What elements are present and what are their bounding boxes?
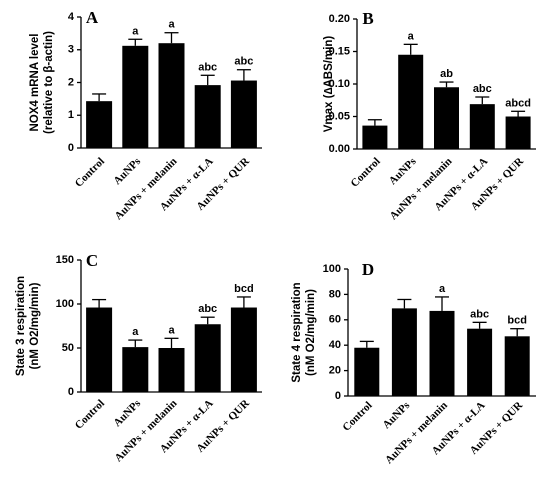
bar-1 xyxy=(362,125,388,149)
y-axis-label: NOX4 mRNA level xyxy=(29,34,41,132)
y-axis-label: (nM O2/mg/min) xyxy=(29,282,41,369)
bar-2 xyxy=(122,45,149,148)
x-category-label: AuNPs xyxy=(380,399,412,431)
significance-label: a xyxy=(439,283,446,295)
x-category-label: AuNPs + melanin xyxy=(112,397,179,464)
significance-label: a xyxy=(132,326,139,338)
significance-label: abc xyxy=(198,303,217,315)
significance-label: bcd xyxy=(507,315,527,327)
y-tick-label: 0.15 xyxy=(329,45,350,57)
y-tick-label: 100 xyxy=(323,263,341,275)
significance-label: a xyxy=(168,19,175,31)
significance-label: a xyxy=(168,324,175,336)
y-axis-label: (nM O2/mg/min) xyxy=(305,289,317,376)
y-tick-label: 80 xyxy=(329,288,341,300)
bar-4 xyxy=(194,85,221,148)
y-tick-label: 0 xyxy=(68,386,74,398)
x-category-label: Control xyxy=(349,155,383,189)
y-tick-label: 0.20 xyxy=(329,13,350,25)
bar-1 xyxy=(354,347,380,396)
x-category-label: AuNPs xyxy=(111,397,143,429)
y-axis-label: Vmax (∆ABS/min) xyxy=(323,36,335,133)
panel-letter: A xyxy=(86,8,99,27)
bar-5 xyxy=(230,80,257,148)
y-tick-label: 3 xyxy=(68,44,74,56)
x-category-label: Control xyxy=(73,155,107,189)
y-tick-label: 0.05 xyxy=(329,110,350,122)
chart-panel-c: C 0 50 100 150 State 3 respiration (nM O2/mg/m… xyxy=(15,251,262,464)
significance-label: bcd xyxy=(234,283,254,295)
significance-label: abc xyxy=(470,308,489,320)
x-category-label: AuNPs xyxy=(111,155,143,187)
y-axis-label: State 4 respiration xyxy=(291,282,303,382)
y-tick-label: 20 xyxy=(329,365,341,377)
y-tick-label: 0.10 xyxy=(329,78,350,90)
y-tick-label: 150 xyxy=(56,254,74,266)
y-tick-label: 0.00 xyxy=(329,143,350,155)
bar-3 xyxy=(429,310,455,396)
x-category-label: Control xyxy=(73,397,107,431)
y-tick-label: 0 xyxy=(68,142,74,154)
bar-1 xyxy=(86,307,113,392)
bar-3 xyxy=(158,348,185,392)
bar-2 xyxy=(391,308,417,396)
y-axis-label: State 3 respiration xyxy=(15,276,27,376)
bar-5 xyxy=(230,307,257,392)
significance-label: abcd xyxy=(505,97,531,109)
bar-2 xyxy=(398,54,424,149)
y-tick-label: 2 xyxy=(68,76,74,88)
bar-2 xyxy=(122,347,149,392)
y-tick-label: 60 xyxy=(329,314,341,326)
y-tick-label: 1 xyxy=(68,109,74,121)
x-category-label: AuNPs + melanin xyxy=(387,155,454,222)
y-tick-label: 40 xyxy=(329,339,341,351)
y-tick-label: 4 xyxy=(68,11,75,23)
significance-label: ab xyxy=(440,68,453,80)
y-tick-label: 0 xyxy=(335,390,341,402)
bar-1 xyxy=(86,101,113,148)
significance-label: abc xyxy=(473,83,492,95)
x-category-label: Control xyxy=(340,399,374,433)
bar-3 xyxy=(158,43,185,149)
panel-letter: B xyxy=(362,9,373,28)
bar-4 xyxy=(467,328,493,396)
significance-label: a xyxy=(408,30,415,42)
panel-letter: C xyxy=(86,251,98,270)
significance-label: abc xyxy=(234,56,253,68)
panel-letter: D xyxy=(362,260,374,279)
x-category-label: AuNPs + melanin xyxy=(112,155,179,222)
y-tick-label: 100 xyxy=(56,298,74,310)
chart-panel-d: D 0 20 40 60 80 100 State 4 respiration (nM O2/m… xyxy=(291,260,536,466)
chart-panel-a: A 0 1 2 3 4 NOX4 mRNA level (relative to β-acti… xyxy=(29,8,262,222)
bar-4 xyxy=(194,324,221,392)
x-category-label: AuNPs xyxy=(387,155,419,187)
bar-5 xyxy=(504,336,530,396)
bar-3 xyxy=(434,87,459,149)
bar-5 xyxy=(505,116,531,149)
chart-panel-b: B 0.00 0.05 0.10 0.15 0.20 Vmax (∆ABS/min) Cont… xyxy=(323,9,536,222)
y-axis-label: (relative to β-actin) xyxy=(43,31,55,134)
y-tick-label: 50 xyxy=(62,342,74,354)
significance-label: a xyxy=(132,25,139,37)
significance-label: abc xyxy=(198,61,217,73)
bar-4 xyxy=(469,104,495,149)
